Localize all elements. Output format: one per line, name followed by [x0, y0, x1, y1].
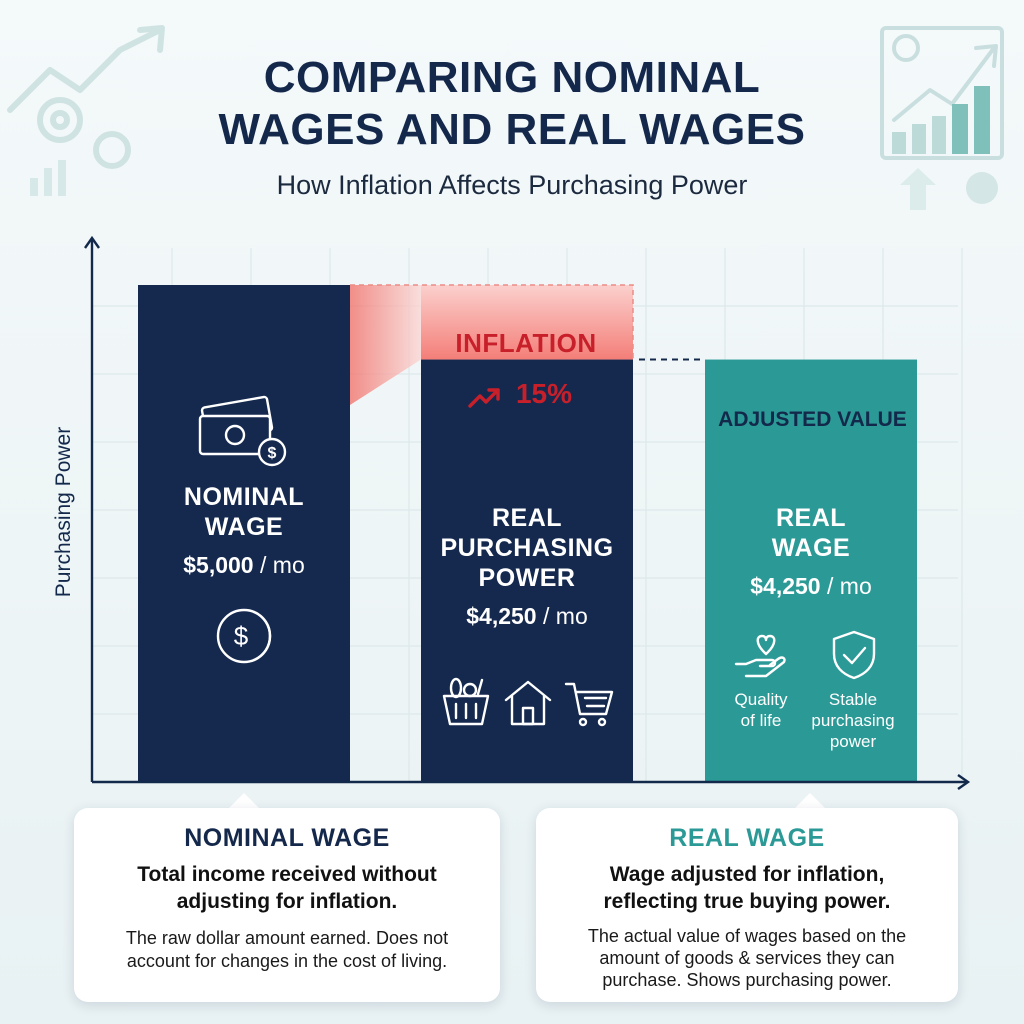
bar-nominal-wage [138, 285, 350, 782]
adjusted-value-label: ADJUSTED VALUE [718, 408, 907, 431]
real-card-summary: Wage adjusted for inflation, reflecting … [603, 863, 891, 913]
quality-of-life-caption: Quality of life [734, 690, 788, 730]
real-pp-bar-title: REAL PURCHASING POWER [440, 504, 614, 592]
nominal-bar-value: $5,000 / mo [183, 552, 305, 578]
svg-text:$: $ [268, 445, 277, 462]
shopping-cart-icon [564, 682, 614, 727]
inflation-outline [350, 284, 634, 360]
nominal-card-description: The raw dollar amount earned. Does not a… [125, 928, 449, 971]
money-bills-icon: $ [198, 395, 287, 467]
real-wage-bar-title: REAL WAGE [771, 504, 851, 562]
inflation-region [421, 285, 633, 360]
inflation-label: INFLATION [455, 328, 597, 358]
chart-bars [138, 284, 917, 782]
real-card-description: The actual value of wages based on the a… [587, 926, 907, 990]
trend-up-arrow-icon [468, 388, 500, 408]
real-pp-bar-value: $4,250 / mo [466, 603, 588, 629]
nominal-wage-card: NOMINAL WAGE Total income received witho… [74, 808, 500, 1002]
nominal-card-summary: Total income received without adjusting … [137, 863, 437, 913]
stable-purchasing-power-caption: Stable purchasing power [811, 690, 895, 751]
inflation-wedge [350, 285, 421, 405]
real-wage-bar-value: $4,250 / mo [750, 573, 872, 599]
decor-top-right [880, 26, 1004, 210]
house-icon [504, 680, 552, 726]
inflation-value: 15% [515, 378, 573, 409]
x-axis-arrow [957, 774, 971, 790]
heart-hand-icon [734, 634, 786, 678]
real-wage-bar-text: REAL WAGE $4,250 / mo [705, 503, 917, 600]
grocery-basket-icon [442, 677, 490, 726]
real-pp-bar-text: REAL PURCHASING POWER $4,250 / mo [421, 503, 633, 630]
real-card-heading: REAL WAGE [669, 824, 825, 852]
page-subtitle: How Inflation Affects Purchasing Power [276, 170, 748, 200]
chart-axes [84, 235, 971, 790]
svg-text:$: $ [234, 621, 249, 651]
nominal-bar-text: NOMINAL WAGE $5,000 / mo [138, 482, 350, 579]
shield-check-icon [832, 630, 876, 680]
chart-icons: $ $ [198, 395, 876, 727]
decor-top-left [7, 25, 165, 196]
real-wage-card: REAL WAGE Wage adjusted for inflation, r… [536, 808, 958, 1002]
y-axis-arrow [84, 235, 100, 249]
page-title: COMPARING NOMINAL WAGES AND REAL WAGES [218, 53, 806, 154]
bar-real-wage [705, 359, 917, 782]
nominal-card-heading: NOMINAL WAGE [184, 824, 390, 852]
dollar-coin-icon: $ [216, 608, 272, 664]
nominal-bar-title: NOMINAL WAGE [183, 483, 305, 541]
